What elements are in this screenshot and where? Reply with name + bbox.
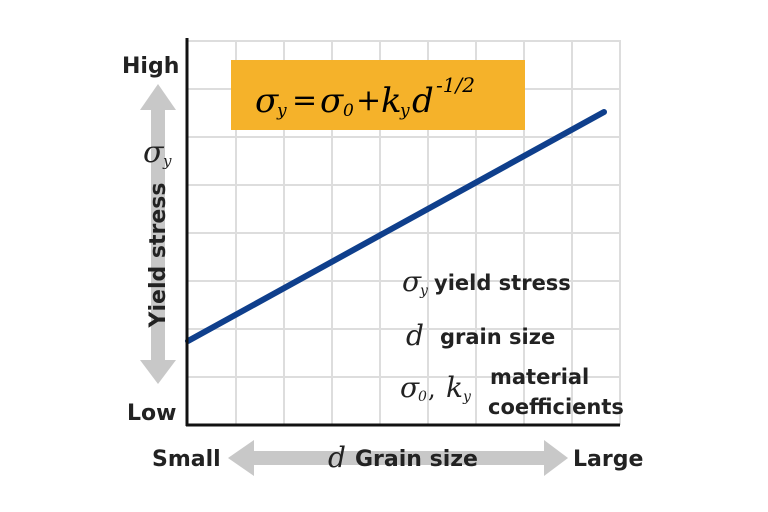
legend-k: k xyxy=(446,371,463,404)
yield-stress-line xyxy=(185,109,607,344)
formula-plus: + xyxy=(356,83,381,118)
legend-k-subscript: y xyxy=(462,389,472,405)
y-high-label: High xyxy=(122,54,179,79)
formula-d: d xyxy=(412,81,434,121)
legend-sigma: σ xyxy=(402,265,422,298)
formula-k: k xyxy=(381,81,402,121)
x-small-label: Small xyxy=(152,447,221,472)
formula: σ y = σ 0 + k y d -1/2 xyxy=(255,73,475,121)
formula-k-subscript: y xyxy=(399,101,410,121)
x-axis-double-arrow xyxy=(228,440,568,476)
y-symbol: σ xyxy=(143,135,165,170)
legend-yield-stress-text: yield stress xyxy=(434,271,571,295)
legend-comma: , xyxy=(428,375,436,403)
legend-grain-size-text: grain size xyxy=(440,325,555,349)
legend-item-grain-size: d grain size xyxy=(406,319,555,352)
x-large-label: Large xyxy=(573,447,643,472)
formula-box xyxy=(231,60,525,130)
legend-sigma0: σ xyxy=(400,371,420,404)
legend-sigma0-subscript: 0 xyxy=(418,389,427,405)
legend-coefficients-text: coefficients xyxy=(488,395,624,419)
legend-d: d xyxy=(406,319,424,352)
y-axis-title: Yield stress xyxy=(146,183,171,329)
formula-exponent: -1/2 xyxy=(436,73,475,97)
y-low-label: Low xyxy=(127,401,176,426)
formula-sigma0-subscript: 0 xyxy=(343,101,354,121)
legend-item-material-coefficients: σ 0 , k y material coefficients xyxy=(400,365,624,419)
legend-sigma-subscript: y xyxy=(419,283,429,299)
y-symbol-subscript: y xyxy=(162,152,172,170)
formula-sigma: σ xyxy=(255,81,279,121)
formula-equals: = xyxy=(292,83,317,118)
x-symbol: d xyxy=(328,441,346,474)
legend-material-text: material xyxy=(490,365,589,389)
formula-sigma-subscript: y xyxy=(276,101,287,121)
formula-sigma0: σ xyxy=(320,81,344,121)
legend: σ y yield stress d grain size σ 0 , k y … xyxy=(400,265,624,419)
y-axis-double-arrow xyxy=(140,84,176,384)
x-axis-title: Grain size xyxy=(355,447,478,472)
legend-item-yield-stress: σ y yield stress xyxy=(402,265,571,299)
